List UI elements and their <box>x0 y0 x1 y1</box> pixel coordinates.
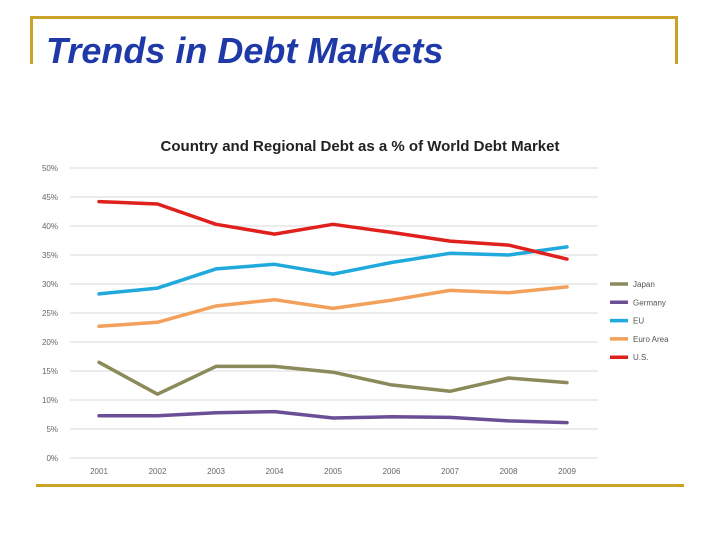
x-tick-label: 2003 <box>207 467 225 476</box>
series-line-eu <box>97 245 569 296</box>
chart-legend: Japan Germany EU Euro Area U.S. <box>610 280 669 362</box>
slide-title: Trends in Debt Markets <box>46 30 444 71</box>
y-axis-ticks: 0% 5% 10% 15% 20% 25% 30% 35% 40% 45% 50% <box>42 164 58 463</box>
chart-series <box>97 199 569 425</box>
x-tick-label: 2002 <box>149 467 167 476</box>
series-line-japan <box>97 360 569 396</box>
legend-label-eu: EU <box>633 317 644 326</box>
x-tick-label: 2005 <box>324 467 342 476</box>
legend-label-germany: Germany <box>633 298 666 307</box>
y-tick-label: 30% <box>42 280 58 289</box>
y-tick-label: 20% <box>42 338 58 347</box>
y-tick-label: 25% <box>42 309 58 318</box>
right-accent-rule <box>675 16 678 64</box>
x-tick-label: 2001 <box>90 467 108 476</box>
y-tick-label: 0% <box>46 454 58 463</box>
y-tick-label: 45% <box>42 193 58 202</box>
y-tick-label: 50% <box>42 164 58 173</box>
y-tick-label: 35% <box>42 251 58 260</box>
top-accent-rule <box>30 16 678 19</box>
bottom-accent-rule <box>36 484 684 487</box>
x-tick-label: 2006 <box>383 467 401 476</box>
y-tick-label: 5% <box>46 425 58 434</box>
y-tick-label: 15% <box>42 367 58 376</box>
series-line-euro-area <box>97 285 569 329</box>
series-line-germany <box>97 409 569 425</box>
x-tick-label: 2009 <box>558 467 576 476</box>
y-tick-label: 10% <box>42 396 58 405</box>
left-accent-rule <box>30 16 33 64</box>
x-axis-ticks: 2001 2002 2003 2004 2005 2006 2007 2008 2009 <box>90 467 576 476</box>
legend-label-u-s: U.S. <box>633 353 649 362</box>
chart-title: Country and Regional Debt as a % of Worl… <box>161 138 560 155</box>
y-tick-label: 40% <box>42 222 58 231</box>
legend-label-japan: Japan <box>633 280 655 289</box>
legend-label-euro-area: Euro Area <box>633 335 669 344</box>
x-tick-label: 2007 <box>441 467 459 476</box>
series-line-u-s <box>97 199 569 261</box>
x-tick-label: 2004 <box>266 467 284 476</box>
x-tick-label: 2008 <box>500 467 518 476</box>
